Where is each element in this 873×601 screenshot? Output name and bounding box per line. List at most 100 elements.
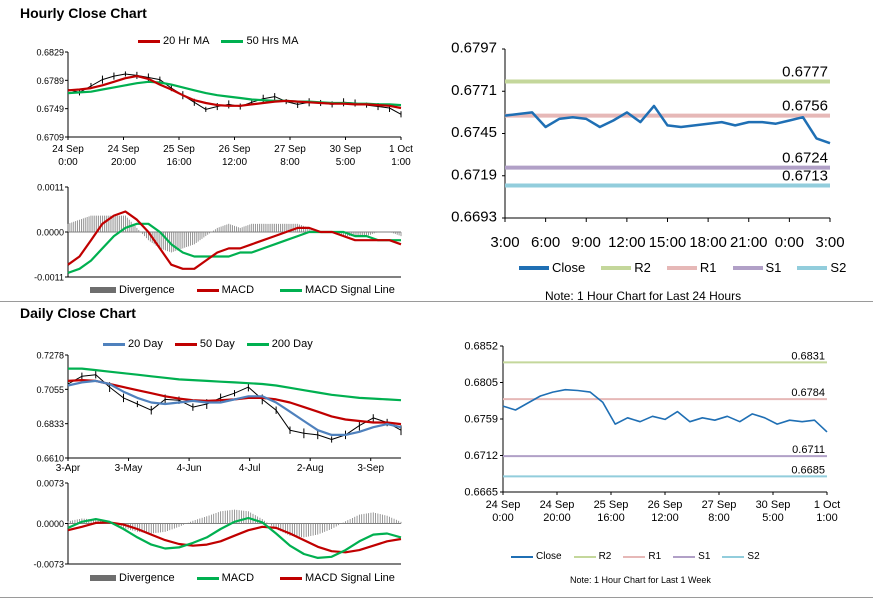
daily-levels-x-tick-label: 1 Oct (814, 499, 840, 511)
legend-macd: MACD (196, 572, 255, 584)
r2-swatch (573, 555, 596, 558)
daily-macd-legend: Divergence MACD MACD Signal Line (90, 572, 407, 584)
legend-macd: MACD (196, 284, 255, 296)
daily-levels-x-tick-label: 30 Sep (756, 499, 791, 511)
hourly-levels-x-tick-label: 3:00 (490, 234, 519, 251)
hourly-price-x-tick-label: 16:00 (166, 157, 191, 168)
daily-levels-x-tick-label: 0:00 (492, 512, 513, 524)
daily-levels-x-tick-label: 5:00 (762, 512, 783, 524)
hourly-price-y-tick-label: 0.6789 (36, 76, 64, 86)
hourly-ma50-line (67, 80, 402, 107)
hourly-price-x-tick-label: 27 Sep (274, 144, 306, 155)
daily-macd-macd-line (67, 516, 402, 560)
hourly-levels-close-line (504, 104, 831, 145)
hourly-levels-note: Note: 1 Hour Chart for Last 24 Hours (545, 289, 742, 303)
legend-label: R1 (699, 260, 717, 275)
legend-200day: 200 Day (246, 338, 313, 350)
daily-levels-y-tick-label: 0.6712 (464, 450, 498, 462)
bottom-divider (0, 597, 873, 598)
hourly-levels-y-tick-label: 0.6771 (451, 82, 497, 99)
legend-label: 50 Day (199, 338, 235, 350)
daily-price-y-tick-label: 0.6610 (36, 454, 64, 464)
hourly-levels-y-tick-label: 0.6719 (451, 166, 497, 183)
hourly-price-y-tick-label: 0.6829 (36, 48, 64, 58)
legend-label: MACD Signal Line (305, 572, 395, 584)
hourly-price-x-tick-label: 1 Oct (389, 144, 413, 155)
r1-swatch (666, 265, 697, 270)
legend-r1: R1 (666, 260, 717, 275)
daily-price-y-tick-label: 0.7278 (36, 351, 64, 361)
hourly-macd-legend: Divergence MACD MACD Signal Line (90, 284, 407, 296)
hourly-levels-legend: Close R2 R1 S1 S2 (519, 260, 858, 275)
legend-label: S2 (830, 260, 847, 275)
daily-section-title: Daily Close Chart (20, 305, 136, 321)
hourly-levels-level-label-s2: 0.6713 (782, 168, 828, 185)
legend-r2: R2 (573, 551, 611, 562)
legend-label: MACD (221, 284, 255, 296)
legend-signal: MACD Signal Line (280, 572, 395, 584)
daily-price-x-tick-label: 4-Jul (239, 463, 261, 474)
ma-blue-swatch (103, 342, 125, 346)
section-divider (0, 301, 873, 302)
daily-price-x-tick-label: 3-May (115, 463, 143, 474)
daily-levels-x-tick-label: 27 Sep (702, 499, 737, 511)
hourly-levels-x-tick-label: 0:00 (775, 234, 804, 251)
hourly-macd-y-tick-label: 0.0000 (36, 228, 64, 238)
legend-20hr-ma: 20 Hr MA (138, 35, 209, 47)
daily-levels-close-line (502, 388, 828, 433)
daily-price-x-tick-label: 2-Aug (297, 463, 324, 474)
hourly-price-x-tick-label: 24 Sep (108, 144, 140, 155)
legend-label: R2 (634, 260, 651, 275)
hourly-levels-x-tick-label: 3:00 (815, 234, 844, 251)
legend-s1: S1 (673, 551, 710, 562)
daily-levels-x-tick-label: 24 Sep (540, 499, 575, 511)
hourly-levels-level-label-r2: 0.6777 (782, 64, 828, 81)
hourly-price-x-tick-label: 20:00 (111, 157, 136, 168)
hourly-ma20-line (67, 74, 402, 110)
hourly-price-x-tick-label: 30 Sep (330, 144, 362, 155)
hourly-levels-level-label-s1: 0.6724 (782, 150, 828, 167)
ma-green-swatch (246, 342, 269, 346)
signal-swatch (280, 288, 303, 292)
daily-ma20-line (67, 379, 402, 436)
close-swatch (519, 265, 549, 270)
daily-levels-level-label-r1: 0.6784 (791, 387, 825, 399)
daily-levels-legend: Close R2 R1 S1 S2 (511, 551, 772, 562)
daily-price-y-tick-label: 0.7055 (36, 385, 64, 395)
hourly-section-title: Hourly Close Chart (20, 5, 147, 21)
legend-label: S1 (698, 551, 711, 562)
daily-levels-x-tick-label: 20:00 (543, 512, 571, 524)
legend-divergence: Divergence (90, 284, 175, 296)
legend-50day: 50 Day (174, 338, 235, 350)
s1-swatch (732, 265, 763, 270)
legend-label: Close (552, 260, 586, 275)
hourly-macd-y-tick-label: 0.0011 (37, 183, 64, 193)
macd-swatch (196, 576, 219, 580)
legend-s2: S2 (797, 260, 846, 275)
daily-levels-x-tick-label: 1:00 (816, 512, 837, 524)
close-swatch (511, 555, 533, 558)
ma-short-swatch (138, 39, 160, 43)
daily-levels-level-label-r2: 0.6831 (791, 350, 825, 362)
legend-label: 20 Hr MA (163, 35, 210, 47)
legend-label: MACD (221, 572, 255, 584)
daily-macd-signal-line (67, 521, 402, 554)
daily-ma200-line (68, 367, 402, 402)
daily-levels-y-tick-label: 0.6759 (464, 414, 498, 426)
daily-levels-y-tick-label: 0.6805 (464, 377, 498, 389)
hourly-price-x-tick-label: 0:00 (58, 157, 78, 168)
daily-levels-level-label-s1: 0.6711 (792, 444, 825, 456)
divergence-swatch (90, 287, 116, 293)
hourly-price-x-tick-label: 1:00 (391, 157, 411, 168)
hourly-price-y-tick-label: 0.6749 (36, 104, 64, 114)
hourly-levels-x-tick-label: 6:00 (531, 234, 560, 251)
hourly-levels-x-tick-label: 9:00 (572, 234, 601, 251)
daily-levels-x-tick-label: 16:00 (597, 512, 625, 524)
legend-label: 200 Day (271, 338, 313, 350)
hourly-price-x-tick-label: 24 Sep (52, 144, 84, 155)
daily-levels-x-tick-label: 24 Sep (486, 499, 521, 511)
hourly-levels-y-tick-label: 0.6745 (451, 124, 497, 141)
legend-label: 50 Hrs MA (246, 35, 299, 47)
hourly-price-legend: 20 Hr MA 50 Hrs MA (138, 35, 310, 47)
